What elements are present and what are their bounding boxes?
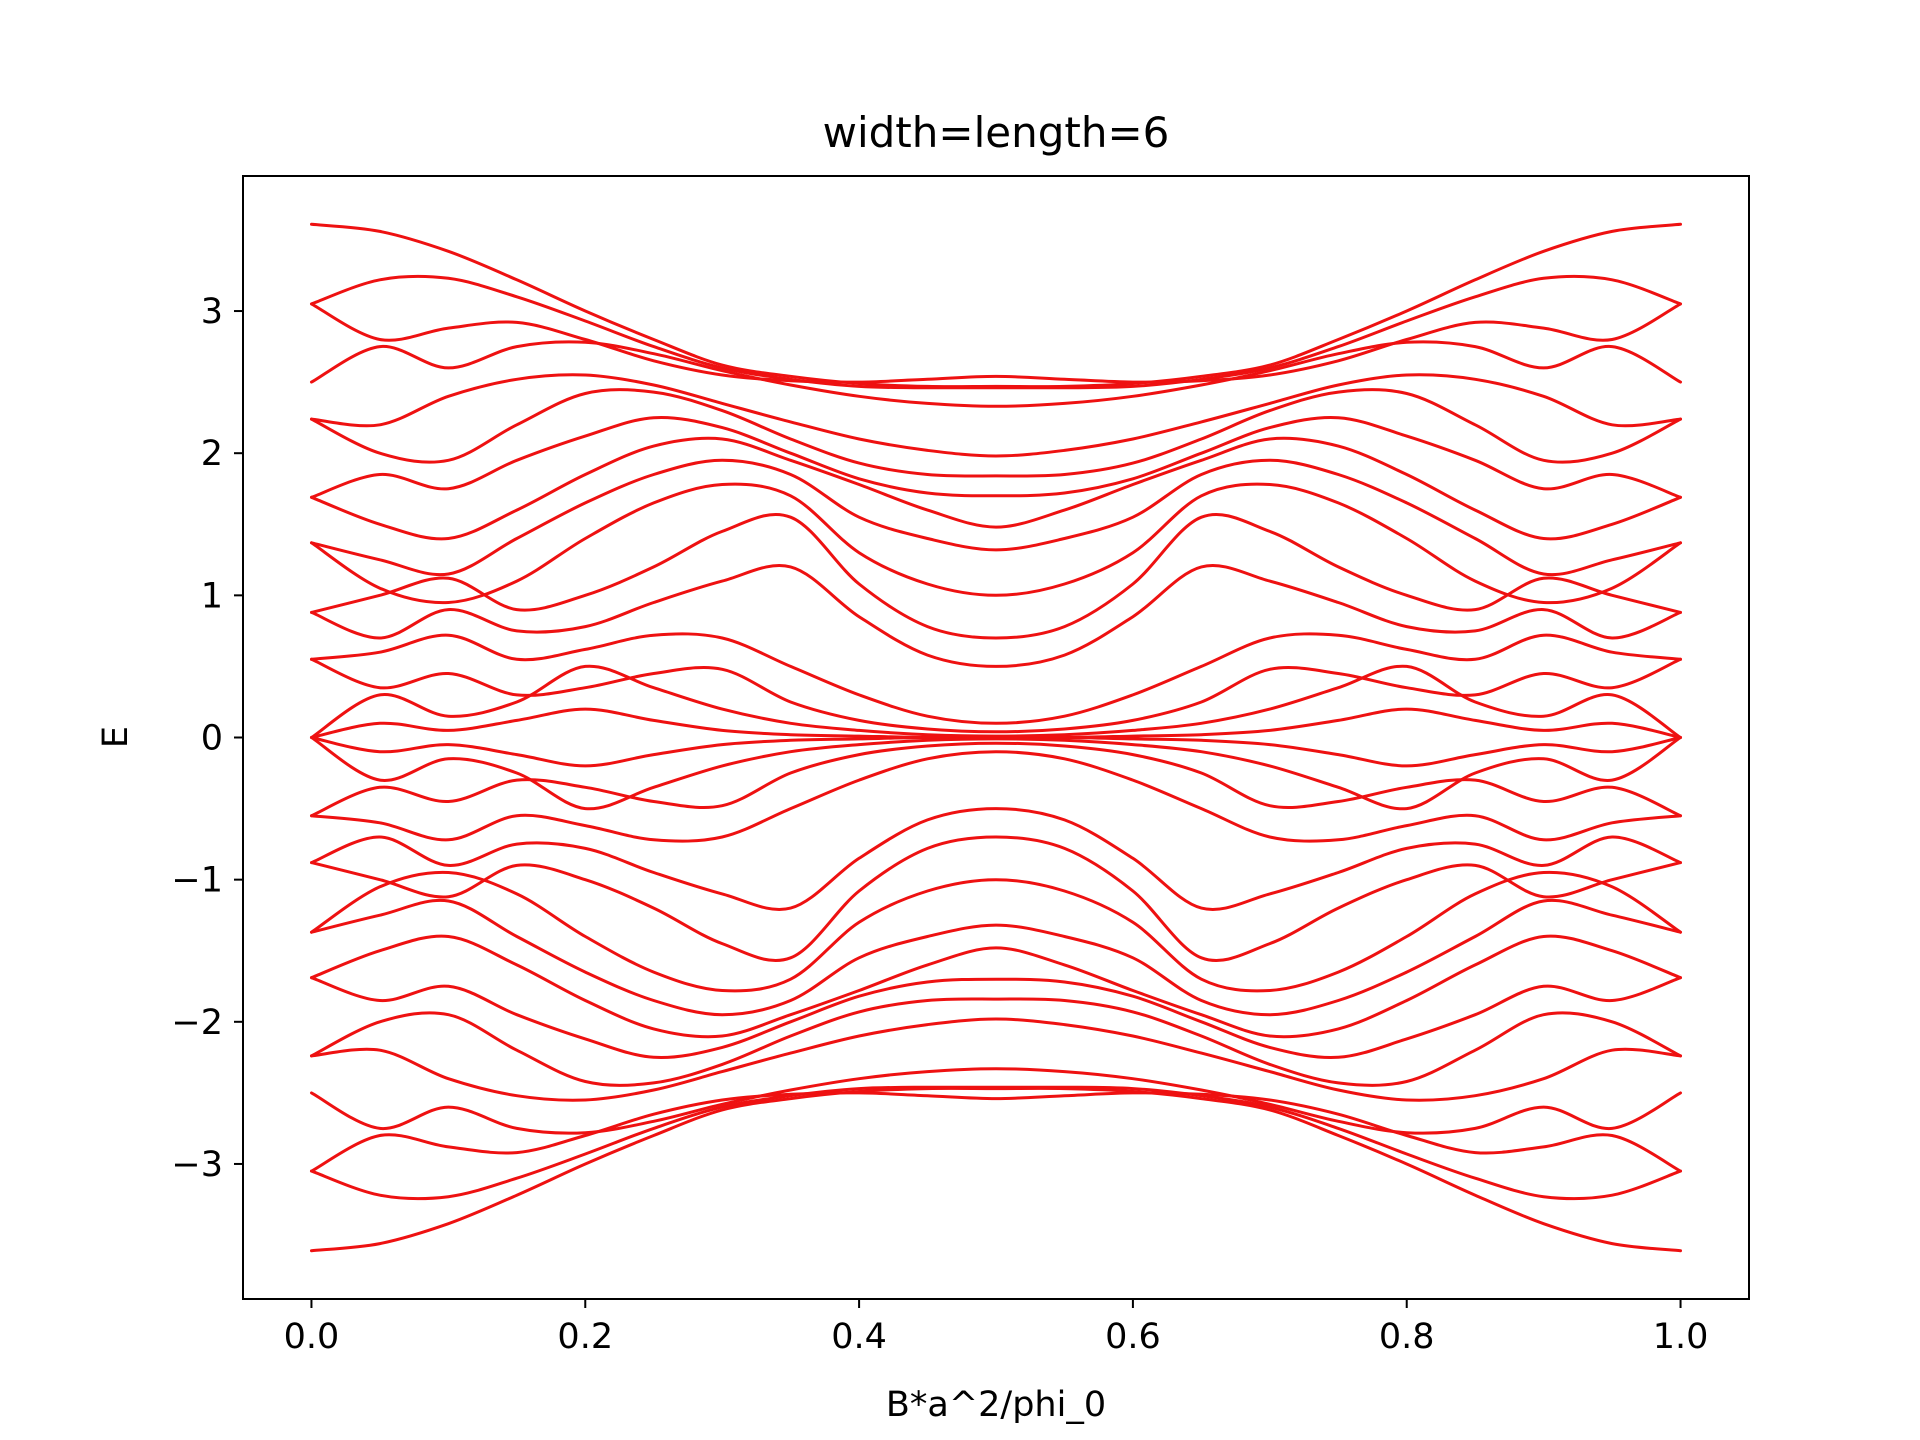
y-tick-label: −2 — [171, 1003, 223, 1043]
y-tick-label: −3 — [171, 1145, 223, 1185]
series-line-10 — [310, 482, 1682, 605]
series-line-19 — [310, 741, 1682, 818]
x-tick-label: 0.2 — [557, 1317, 613, 1357]
x-tick-label: 1.0 — [1653, 1317, 1709, 1357]
series-line-13 — [310, 632, 1682, 725]
x-tick-label: 0.8 — [1379, 1317, 1435, 1357]
series-line-23 — [310, 870, 1682, 993]
series-line-21 — [310, 807, 1682, 911]
series-line-14 — [310, 657, 1682, 734]
y-tick-label: 3 — [201, 292, 223, 332]
x-tick-label: 0.6 — [1105, 1317, 1161, 1357]
x-axis-ticks: 0.0 0.2 0.4 0.6 0.8 1.0 — [284, 1299, 1709, 1357]
series-line-6 — [310, 388, 1682, 478]
series-line-12 — [310, 564, 1682, 668]
series-line-24 — [310, 898, 1682, 1017]
y-tick-label: 1 — [201, 576, 223, 616]
series-line-7 — [310, 415, 1682, 499]
y-axis-ticks: −3 −2 −1 0 1 2 3 — [171, 292, 243, 1185]
series-line-28 — [310, 1017, 1682, 1102]
series-line-4 — [310, 340, 1682, 408]
series-line-25 — [310, 934, 1682, 1039]
series-line-26 — [310, 976, 1682, 1060]
series-line-3 — [310, 302, 1682, 384]
chart-title: width=length=6 — [823, 108, 1170, 157]
y-axis-label: E — [96, 726, 136, 748]
y-tick-label: 0 — [201, 719, 223, 759]
series-line-32 — [310, 1086, 1682, 1253]
series-line-27 — [310, 997, 1682, 1087]
x-tick-label: 0.4 — [831, 1317, 887, 1357]
series-line-11 — [310, 512, 1682, 640]
x-tick-label: 0.0 — [284, 1317, 340, 1357]
series-group — [310, 222, 1682, 1253]
series-line-22 — [310, 835, 1682, 963]
y-tick-label: 2 — [201, 434, 223, 474]
y-tick-label: −1 — [171, 861, 223, 901]
series-line-30 — [310, 1091, 1682, 1173]
x-axis-label: B*a^2/phi_0 — [886, 1385, 1106, 1425]
series-line-8 — [310, 436, 1682, 541]
series-line-20 — [310, 750, 1682, 843]
series-line-2 — [310, 274, 1682, 390]
series-line-29 — [310, 1067, 1682, 1135]
series-line-5 — [310, 373, 1682, 458]
series-line-9 — [310, 458, 1682, 577]
